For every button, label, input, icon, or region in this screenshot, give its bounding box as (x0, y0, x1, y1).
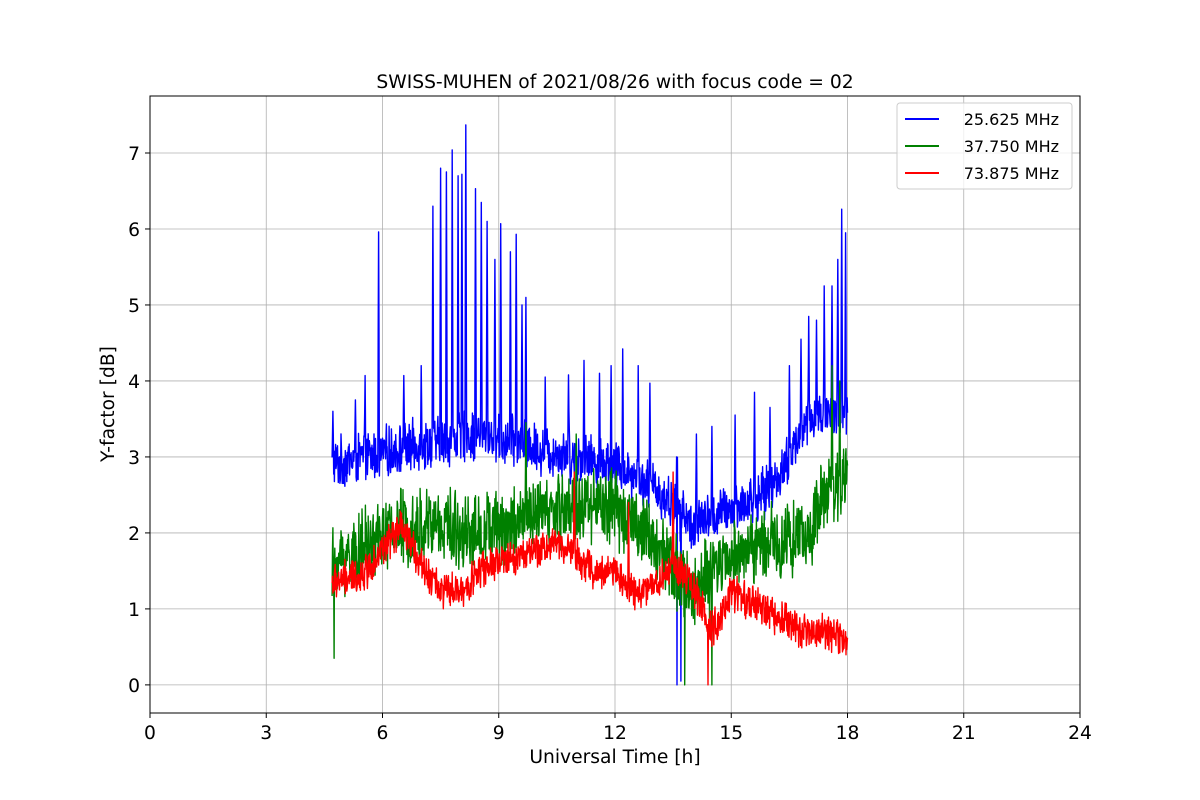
x-tick-label: 21 (952, 723, 976, 744)
y-tick-label: 3 (128, 448, 140, 469)
y-tick-label: 2 (128, 524, 140, 545)
legend-label: 73.875 MHz (964, 164, 1059, 183)
x-tick-label: 0 (144, 723, 156, 744)
series-line-37-750-mhz (331, 365, 849, 686)
y-tick-label: 4 (128, 372, 140, 393)
y-tick-label: 5 (128, 296, 140, 317)
x-tick-label: 15 (719, 723, 743, 744)
y-tick-label: 7 (128, 144, 140, 165)
x-tick-label: 12 (603, 723, 627, 744)
legend-box (896, 102, 1073, 190)
chart-title: SWISS-MUHEN of 2021/08/26 with focus cod… (376, 72, 853, 93)
x-tick-label: 18 (836, 723, 860, 744)
y-tick-label: 0 (128, 676, 140, 697)
x-tick-label: 3 (260, 723, 272, 744)
x-tick-label: 9 (493, 723, 505, 744)
legend-label: 37.750 MHz (964, 137, 1059, 156)
x-tick-label: 6 (377, 723, 389, 744)
series-line-73-875-mhz (331, 471, 849, 686)
series-layer (331, 124, 849, 686)
y-tick-label: 6 (128, 220, 140, 241)
legend-label: 25.625 MHz (964, 110, 1059, 129)
x-axis-label: Universal Time [h] (529, 747, 700, 768)
legend: 25.625 MHz 37.750 MHz 73.875 MHz (896, 102, 1073, 190)
y-tick-label: 1 (128, 600, 140, 621)
y-axis-label: Y-factor [dB] (98, 346, 119, 463)
series-line-25-625-mhz (331, 124, 849, 686)
x-tick-label: 24 (1068, 723, 1092, 744)
